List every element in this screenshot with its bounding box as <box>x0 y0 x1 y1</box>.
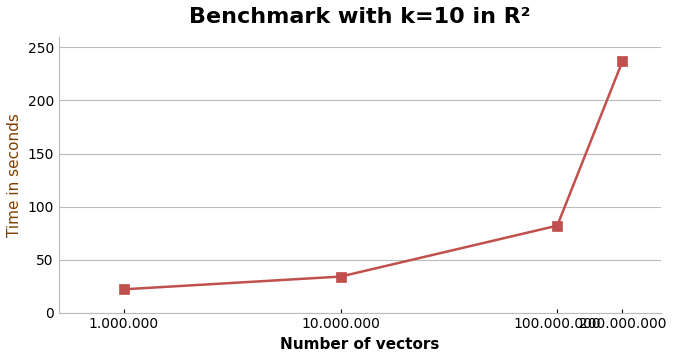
Title: Benchmark with k=10 in R²: Benchmark with k=10 in R² <box>189 7 530 27</box>
X-axis label: Number of vectors: Number of vectors <box>280 337 439 352</box>
Y-axis label: Time in seconds: Time in seconds <box>7 113 22 237</box>
